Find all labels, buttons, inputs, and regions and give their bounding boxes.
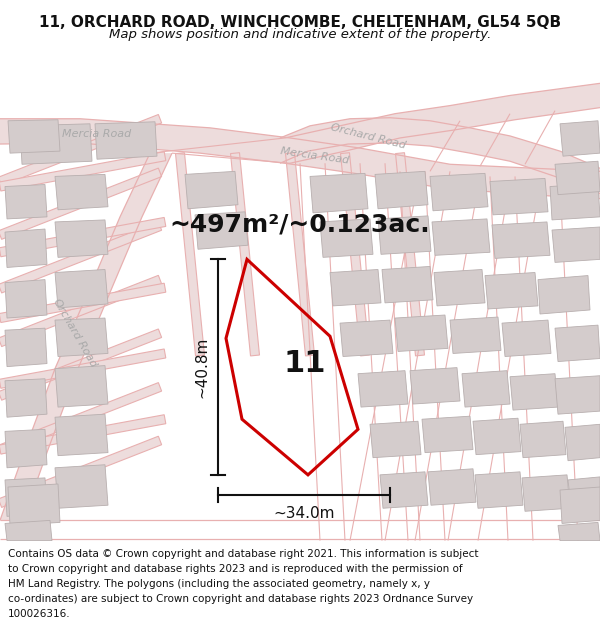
Polygon shape [430,173,488,211]
Text: 11: 11 [284,349,326,378]
Polygon shape [380,472,428,508]
Polygon shape [473,418,521,454]
Polygon shape [555,325,600,361]
Polygon shape [285,83,600,163]
Polygon shape [555,161,600,194]
Polygon shape [378,216,431,254]
Polygon shape [450,317,501,354]
Polygon shape [280,118,600,194]
Polygon shape [0,436,161,508]
Text: Orchard Road: Orchard Road [52,298,98,369]
Text: HM Land Registry. The polygons (including the associated geometry, namely x, y: HM Land Registry. The polygons (includin… [8,579,430,589]
Polygon shape [395,152,424,356]
Text: Orchard Road: Orchard Road [330,122,407,150]
Polygon shape [555,376,600,414]
Polygon shape [330,269,381,306]
Polygon shape [8,484,60,526]
Text: ~497m²/~0.123ac.: ~497m²/~0.123ac. [170,213,430,237]
Polygon shape [0,222,161,293]
Text: co-ordinates) are subject to Crown copyright and database rights 2023 Ordnance S: co-ordinates) are subject to Crown copyr… [8,594,473,604]
Polygon shape [0,283,166,322]
Polygon shape [0,153,172,521]
Polygon shape [55,414,108,456]
Polygon shape [230,152,259,356]
Polygon shape [522,475,570,511]
Polygon shape [432,219,490,256]
Text: Mercia Road: Mercia Road [62,129,131,139]
Polygon shape [475,472,523,508]
Polygon shape [55,269,108,308]
Polygon shape [462,371,510,407]
Polygon shape [320,219,373,258]
Polygon shape [558,522,600,541]
Polygon shape [5,328,47,367]
Polygon shape [5,184,47,219]
Polygon shape [20,124,92,164]
Polygon shape [0,276,161,347]
Polygon shape [55,318,108,356]
Polygon shape [0,119,600,199]
Polygon shape [310,173,368,213]
Polygon shape [0,152,166,191]
Text: Mercia Road: Mercia Road [280,146,350,166]
Text: Contains OS data © Crown copyright and database right 2021. This information is : Contains OS data © Crown copyright and d… [8,549,478,559]
Polygon shape [55,465,108,508]
Polygon shape [5,279,47,318]
Polygon shape [195,212,248,249]
Polygon shape [502,320,551,356]
Polygon shape [490,178,548,215]
Polygon shape [358,371,408,407]
Polygon shape [55,174,108,210]
Polygon shape [5,521,52,541]
Polygon shape [434,269,485,306]
Text: ~40.8m: ~40.8m [194,336,209,398]
Text: 11, ORCHARD ROAD, WINCHCOMBE, CHELTENHAM, GL54 5QB: 11, ORCHARD ROAD, WINCHCOMBE, CHELTENHAM… [39,16,561,31]
Polygon shape [8,120,60,153]
Polygon shape [95,122,157,159]
Polygon shape [560,121,600,156]
Text: to Crown copyright and database rights 2023 and is reproduced with the permissio: to Crown copyright and database rights 2… [8,564,463,574]
Polygon shape [176,152,205,356]
Text: ~34.0m: ~34.0m [273,506,335,521]
Polygon shape [0,168,161,239]
Polygon shape [520,421,566,457]
Text: Map shows position and indicative extent of the property.: Map shows position and indicative extent… [109,28,491,41]
Polygon shape [565,424,600,461]
Polygon shape [422,416,473,452]
Polygon shape [560,487,600,523]
Polygon shape [492,222,550,258]
Polygon shape [286,152,314,356]
Text: 100026316.: 100026316. [8,609,70,619]
Polygon shape [375,171,428,209]
Polygon shape [5,229,47,268]
Polygon shape [5,478,47,516]
Polygon shape [0,382,161,454]
Polygon shape [538,276,590,314]
Polygon shape [550,184,600,220]
Polygon shape [428,469,476,505]
Polygon shape [185,171,238,209]
Polygon shape [0,329,161,400]
Polygon shape [552,227,600,262]
Polygon shape [340,320,393,356]
Polygon shape [5,429,47,468]
Polygon shape [0,415,166,454]
Polygon shape [0,349,166,388]
Polygon shape [370,421,421,457]
Polygon shape [410,368,460,404]
Polygon shape [5,379,47,418]
Polygon shape [55,366,108,407]
Polygon shape [382,266,433,303]
Polygon shape [0,217,166,257]
Polygon shape [510,374,558,410]
Polygon shape [0,114,161,186]
Polygon shape [341,152,370,356]
Polygon shape [395,315,448,351]
Polygon shape [55,220,108,258]
Polygon shape [485,272,538,309]
Polygon shape [568,477,600,516]
